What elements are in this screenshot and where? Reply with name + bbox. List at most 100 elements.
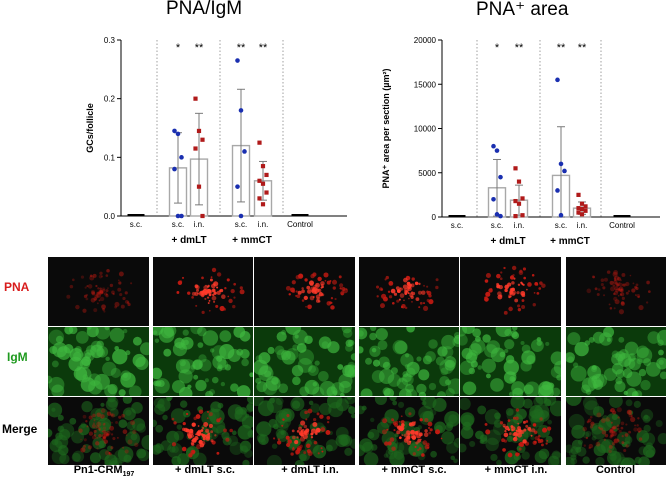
chart-a-y-label: GCs/follicle (85, 103, 95, 153)
chart-a-data-point (179, 213, 184, 219)
micrograph-igm-5 (566, 327, 666, 396)
micrograph-merge-1 (153, 397, 253, 465)
chart-b-data-point (576, 206, 581, 211)
chart-a-group-label: + mmCT (232, 235, 272, 246)
col-label-control: Control (595, 464, 636, 476)
chart-b-data-point (579, 201, 585, 206)
chart-b-data-point (579, 206, 585, 212)
col-label-dmlt-sc: + dmLT s.c. (174, 464, 235, 476)
chart-b-y-label: PNA⁺ area per section (µm²) (381, 69, 391, 189)
chart-a-data-point (257, 178, 262, 183)
col-label-mmct-in: + mmCT i.n. (484, 464, 548, 476)
chart-b-data-point (555, 77, 560, 83)
chart-a-data-point (179, 155, 184, 160)
chart-b-data-point (555, 188, 560, 193)
chart-b-data-point (494, 212, 500, 217)
chart-b-ytick-label: 20000 (414, 36, 437, 45)
chart-b-data-point (494, 148, 500, 153)
chart-a-category-label: i.n. (258, 220, 269, 229)
col-label-dmlt-in: + dmLT i.n. (281, 464, 339, 476)
chart-b-data-point (576, 210, 581, 215)
chart-b-data-point (558, 161, 564, 167)
micrograph-igm-3 (359, 327, 459, 396)
chart-a-category-label: s.c. (172, 220, 184, 229)
chart-b-data-point (520, 196, 525, 201)
chart-b-data-point (562, 168, 567, 174)
chart-a-data-point (264, 190, 269, 195)
chart-a-data-point (175, 213, 181, 219)
chart-b-significance: ** (515, 42, 524, 54)
micrograph-merge-4 (460, 397, 561, 465)
chart-b-data-point (576, 192, 581, 197)
chart-b-data-point (513, 198, 518, 204)
chart-a-data-point (238, 213, 244, 219)
micrograph-pna-5 (566, 257, 666, 326)
chart-a-data-point (200, 213, 205, 219)
chart-a-data-point (264, 172, 269, 178)
chart-a-data-point (193, 96, 198, 101)
panel-a-title: PNA/IgM (166, 0, 243, 19)
chart-a-ytick-label: 0.3 (104, 36, 116, 45)
col-label-pn1-crm: Pn1-CRM197 (58, 464, 150, 478)
chart-b-ytick-label: 10000 (414, 125, 437, 134)
micrograph-igm-0 (48, 327, 149, 396)
chart-a-group-label: + dmLT (171, 235, 206, 246)
micrograph-merge-5 (566, 397, 666, 465)
chart-a-data-point (242, 149, 247, 154)
chart-b-significance: ** (578, 42, 587, 54)
chart-b-data-point (558, 212, 564, 218)
chart-a-data-point (200, 137, 205, 142)
chart-b-data-point (516, 179, 522, 184)
micrograph-pna-0 (48, 257, 149, 326)
chart-b-group-label: + mmCT (550, 236, 590, 247)
chart-b-category-label: s.c. (451, 221, 463, 230)
micrograph-merge-3 (359, 397, 459, 465)
chart-b-ytick-label: 0 (432, 213, 437, 222)
chart-a-ytick-label: 0.0 (104, 212, 116, 221)
micrograph-pna-4 (460, 257, 561, 326)
chart-a-data-point (260, 164, 266, 169)
micrograph-pna-1 (153, 257, 253, 326)
col-label-pn1-crm-text: Pn1-CRM (73, 464, 123, 476)
micrograph-pna-2 (254, 257, 355, 326)
chart-b-group-label: + dmLT (490, 236, 525, 247)
chart-a-data-point (260, 181, 266, 186)
chart-a-significance: ** (195, 42, 204, 54)
chart-b-ytick-label: 15000 (414, 80, 437, 89)
chart-a-category-label: Control (287, 220, 313, 229)
chart-a-data-point (257, 140, 262, 145)
micrograph-merge-2 (254, 397, 355, 465)
col-label-pn1-crm-sub: 197 (122, 471, 135, 479)
chart-b-category-label: s.c. (555, 221, 567, 230)
chart-b-significance: * (495, 42, 500, 54)
row-label-igm: IgM (7, 350, 28, 364)
chart-b-ytick-label: 5000 (418, 169, 436, 178)
chart-a-category-label: s.c. (235, 220, 247, 229)
chart-a-data-point (257, 196, 262, 201)
chart-b-data-point (579, 212, 585, 217)
micrograph-igm-1 (153, 327, 253, 396)
micrograph-pna-3 (359, 257, 459, 326)
chart-b-data-point (513, 214, 518, 219)
chart-b-significance: ** (557, 42, 566, 54)
chart-a-ytick-label: 0.1 (104, 153, 116, 162)
chart-b-category-label: Control (609, 221, 635, 230)
chart-gcs-per-follicle: 0.0 0.1 0.2 0.3 GCs/follicle s.c. s.c. * i.n. ** s… (85, 36, 660, 247)
micrograph-igm-4 (460, 327, 561, 396)
row-label-merge: Merge (2, 422, 38, 436)
micrograph-merge-0 (48, 397, 149, 465)
chart-a-significance: ** (259, 42, 268, 54)
chart-b-data-point (491, 197, 496, 202)
chart-b-data-point (513, 166, 518, 171)
chart-a-data-point (172, 128, 177, 134)
chart-a-data-point (238, 108, 244, 113)
chart-a-data-point (172, 166, 177, 172)
row-label-pna: PNA (4, 280, 30, 294)
chart-a-data-point (260, 202, 266, 207)
chart-a-data-point (196, 184, 202, 189)
chart-a-data-point (175, 131, 181, 137)
chart-b-data-point (491, 143, 496, 149)
col-label-mmct-sc: + mmCT s.c. (381, 464, 447, 476)
chart-a-data-point (193, 146, 198, 151)
chart-b-data-point (498, 174, 503, 180)
